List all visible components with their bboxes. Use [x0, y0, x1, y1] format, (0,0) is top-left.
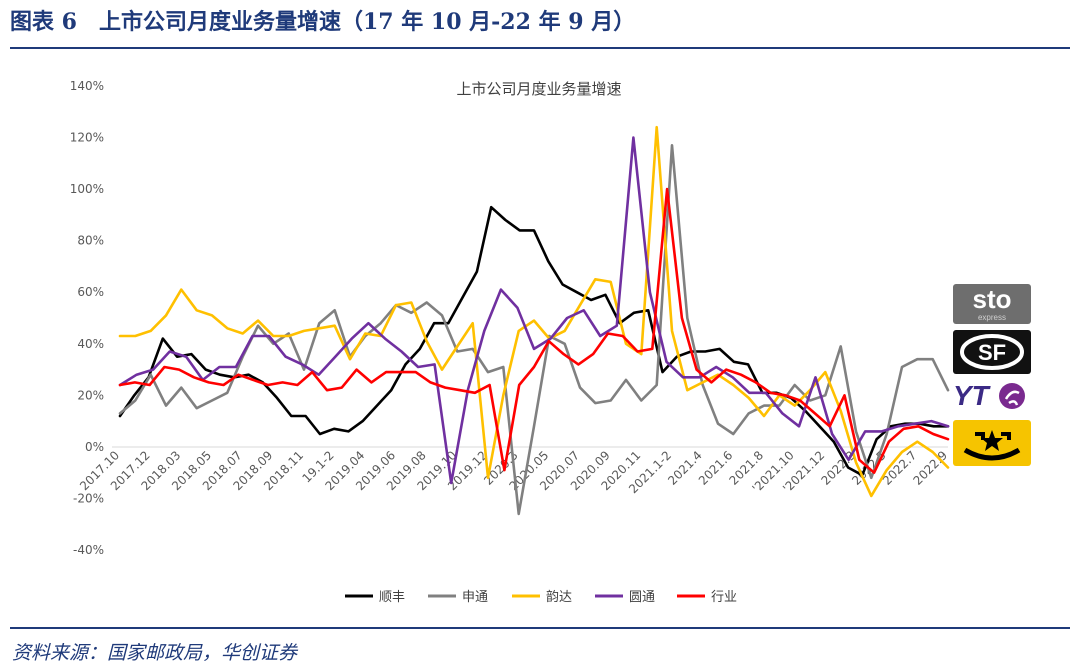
sf-logo-text: SF [978, 340, 1006, 365]
legend-item: 圆通 [595, 590, 655, 605]
legend-item: 行业 [677, 590, 737, 605]
y-tick-label: 0% [85, 440, 104, 454]
yto-logo: YT [953, 376, 1031, 416]
legend-label: 顺丰 [379, 590, 405, 605]
legend: 顺丰 申通 韵达 圆通 行业 [345, 590, 737, 605]
sf-logo-mark: SF [960, 334, 1024, 370]
y-tick-label: -40% [73, 543, 104, 557]
y-tick-label: 40% [77, 337, 104, 351]
yto-runner-icon [999, 383, 1025, 409]
header-rule [10, 47, 1070, 49]
y-tick-label: -20% [73, 491, 104, 505]
yunda-logo [953, 420, 1031, 466]
y-tick-label: 100% [70, 182, 104, 196]
sto-logo: sto express [953, 284, 1031, 324]
yto-logo-text: YT [953, 380, 989, 411]
series-line-2 [118, 144, 950, 516]
figure-header: 图表 6 上市公司月度业务量增速（17 年 10 月-22 年 9 月） [10, 6, 1070, 38]
legend-label: 行业 [711, 590, 737, 605]
legend-item: 申通 [428, 590, 488, 605]
chart-title: 上市公司月度业务量增速 [456, 80, 621, 98]
footer-rule [10, 627, 1070, 629]
x-tick-label: 2022.9 [911, 448, 951, 488]
series-line-5 [118, 187, 950, 475]
legend-item: 顺丰 [345, 590, 405, 605]
y-tick-label: 20% [77, 388, 104, 402]
series-line-3 [118, 125, 950, 498]
figure-label: 图表 6 [10, 9, 77, 35]
figure-title: 上市公司月度业务量增速（17 年 10 月-22 年 9 月） [98, 9, 636, 35]
legend-label: 申通 [462, 590, 488, 605]
source-note: 资料来源：国家邮政局，华创证券 [12, 642, 298, 664]
legend-label: 圆通 [629, 590, 655, 605]
y-tick-label: 80% [77, 234, 104, 248]
series-line-1 [118, 205, 950, 477]
y-tick-label: 120% [70, 131, 104, 145]
sf-logo: SF [953, 330, 1031, 374]
series-line-4 [118, 136, 950, 485]
yunda-smile-icon [963, 430, 1021, 461]
series-group [118, 125, 950, 516]
legend-item: 韵达 [512, 590, 572, 605]
legend-label: 韵达 [546, 590, 572, 605]
y-tick-label: 140% [70, 79, 104, 93]
y-tick-label: 60% [77, 285, 104, 299]
y-axis: 140% 120% 100% 80% 60% 40% 20% 0% -20% -40% [70, 79, 104, 557]
sto-logo-subtext: express [977, 313, 1006, 322]
sto-logo-text: sto [972, 284, 1012, 314]
